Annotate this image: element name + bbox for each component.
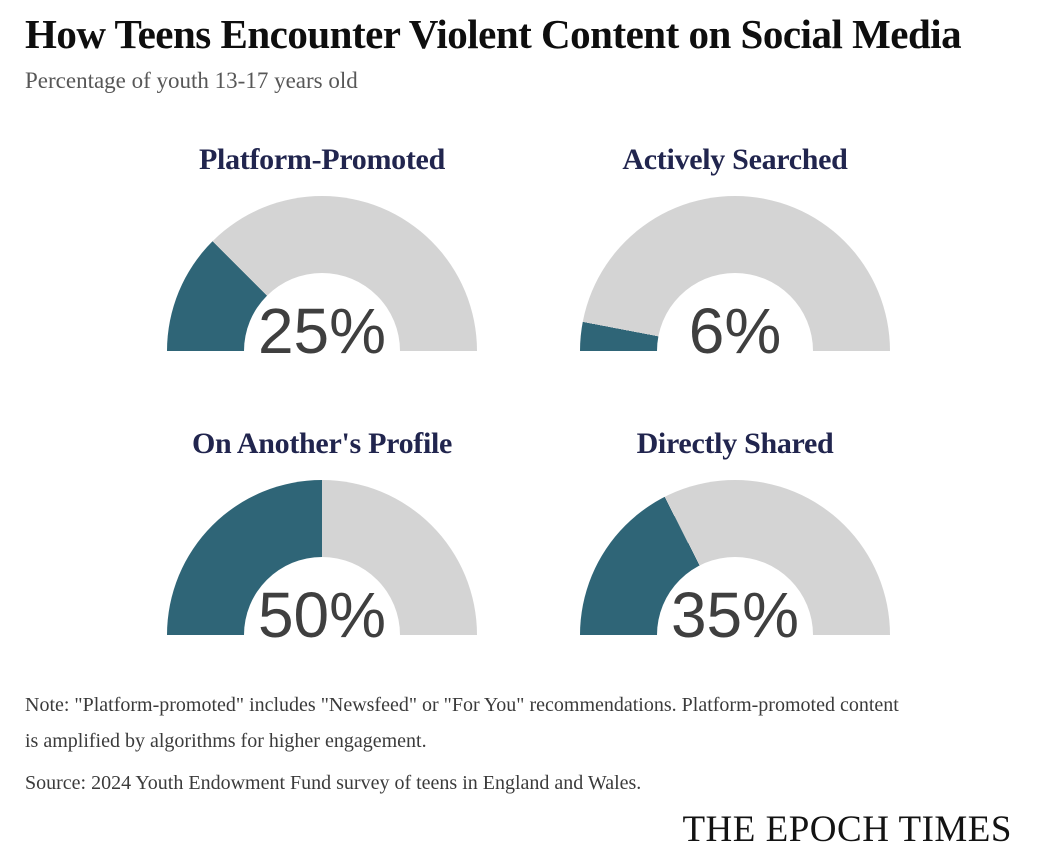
gauge-chart: 6% (580, 195, 890, 363)
gauge-grid: Platform-Promoted 25% Actively Searched … (116, 142, 942, 647)
gauge-title: Platform-Promoted (199, 142, 445, 176)
gauge-card-directly-shared: Directly Shared 35% (529, 426, 942, 647)
header: How Teens Encounter Violent Content on S… (0, 0, 1057, 95)
page-subtitle: Percentage of youth 13-17 years old (25, 67, 358, 93)
gauge-value: 6% (688, 294, 782, 367)
gauge-title: Actively Searched (622, 142, 848, 176)
epoch-times-logo: THE EPOCH TIMES (682, 808, 1012, 850)
footer: Note: "Platform-promoted" includes "News… (25, 687, 1032, 848)
source-attribution: Source: 2024 Youth Endowment Fund survey… (25, 771, 642, 794)
gauge-chart: 25% (167, 195, 477, 363)
footnote: Note: "Platform-promoted" includes "News… (25, 693, 899, 752)
gauge-title: Directly Shared (636, 426, 834, 460)
gauge-value: 35% (670, 578, 800, 651)
page-title: How Teens Encounter Violent Content on S… (25, 11, 962, 57)
gauge-value: 50% (257, 578, 387, 651)
brand-row: THE EPOCH TIMES (25, 811, 1032, 848)
gauge-chart: 50% (167, 479, 477, 647)
gauge-card-platform-promoted: Platform-Promoted 25% (116, 142, 529, 363)
gauge-card-actively-searched: Actively Searched 6% (529, 142, 942, 363)
gauge-card-on-anothers-profile: On Another's Profile 50% (116, 426, 529, 647)
gauge-value: 25% (257, 294, 387, 367)
gauge-chart: 35% (580, 479, 890, 647)
gauge-title: On Another's Profile (191, 426, 453, 460)
